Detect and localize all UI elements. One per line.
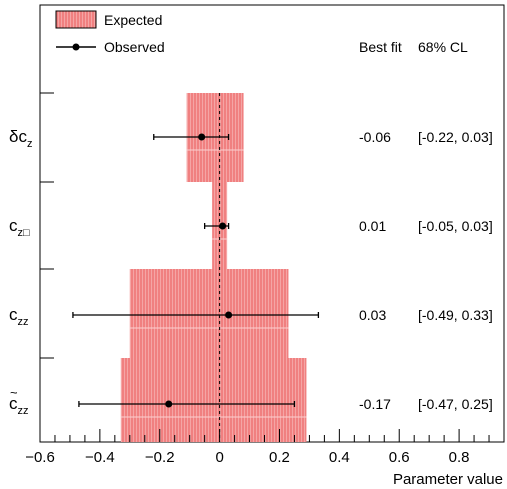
y-label-2: cz□ (9, 216, 30, 239)
expected-band-4 (120, 358, 307, 442)
legend-observed-label: Observed (104, 39, 165, 55)
y-label-3: czz (9, 305, 29, 328)
x-tick-label-8: 0.8 (449, 449, 470, 466)
observed-point-2 (219, 222, 227, 230)
best-fit-value-2: 0.01 (359, 218, 386, 234)
best-fit-values: -0.06 [-0.22, 0.03] 0.01 [-0.05, 0.03] 0.03 [… (359, 129, 493, 412)
expected-band-3 (129, 269, 289, 358)
cl-interval-2: [-0.05, 0.03] (418, 218, 493, 234)
y-label-tilde-4: ~ (10, 385, 18, 400)
x-tick-label-6: 0.4 (329, 449, 350, 466)
x-tick-label-5: 0.2 (269, 449, 290, 466)
best-fit-value-1: -0.06 (359, 129, 391, 145)
legend-expected-label: Expected (104, 12, 162, 28)
legend-expected-swatch (55, 10, 97, 29)
header-cl: 68% CL (418, 39, 468, 55)
y-axis-ticks (40, 92, 54, 359)
best-fit-value-3: 0.03 (359, 307, 386, 323)
legend-observed-marker (72, 43, 80, 51)
x-tick-label-2: −0.4 (85, 449, 115, 466)
x-axis-label: Parameter value (393, 471, 503, 488)
cl-interval-1: [-0.22, 0.03] (418, 129, 493, 145)
x-axis: −0.6 −0.4 −0.2 0 0.2 0.4 0.6 0.8 (25, 429, 505, 466)
x-tick-label-1: −0.6 (25, 449, 55, 466)
x-tick-label-3: −0.2 (145, 449, 175, 466)
observed-point-3 (225, 311, 233, 319)
observed-point-1 (198, 133, 206, 141)
observed-point-4 (165, 400, 173, 408)
header-best-fit: Best fit (359, 39, 402, 55)
expected-bands (120, 93, 307, 442)
x-tick-label-7: 0.6 (389, 449, 410, 466)
y-label-4: czz (9, 394, 29, 417)
cl-interval-3: [-0.49, 0.33] (418, 307, 493, 323)
legend: Expected Observed (55, 10, 165, 55)
observed-points (72, 133, 320, 408)
best-fit-value-4: -0.17 (359, 396, 391, 412)
y-label-1: δcz (9, 127, 32, 150)
cl-interval-4: [-0.47, 0.25] (418, 396, 493, 412)
x-tick-label-4: 0 (215, 449, 223, 466)
